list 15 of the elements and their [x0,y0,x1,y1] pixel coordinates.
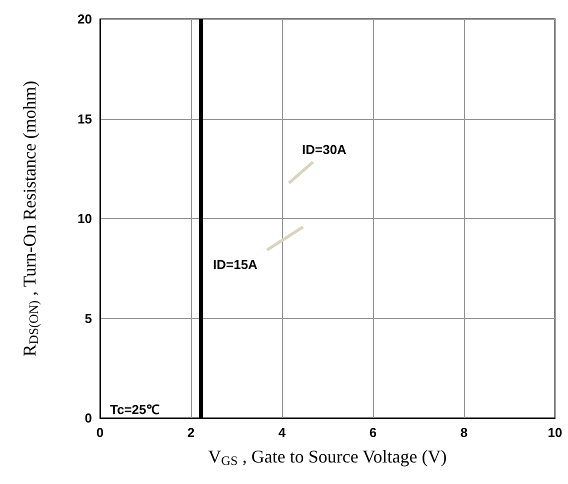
x-tick-label: 0 [96,425,104,440]
y-tick-label: 5 [84,310,92,326]
x-tick-label: 8 [460,425,468,440]
y-axis-title: RDS(ON) , Turn-On Resistance (mohm) [20,80,41,356]
x-tick-label: 6 [369,425,377,440]
annotation: ID=15A [213,257,258,272]
annotation: ID=30A [302,142,346,157]
x-tick-label: 4 [278,425,286,440]
y-tick-label: 0 [84,410,92,426]
annotation: Tc=25℃ [110,401,160,418]
x-tick-label: 10 [548,425,562,440]
y-tick-label: 10 [78,211,92,226]
x-tick-label: 2 [187,425,195,440]
y-tick-label: 20 [78,12,92,26]
y-tick-label: 15 [78,111,92,126]
